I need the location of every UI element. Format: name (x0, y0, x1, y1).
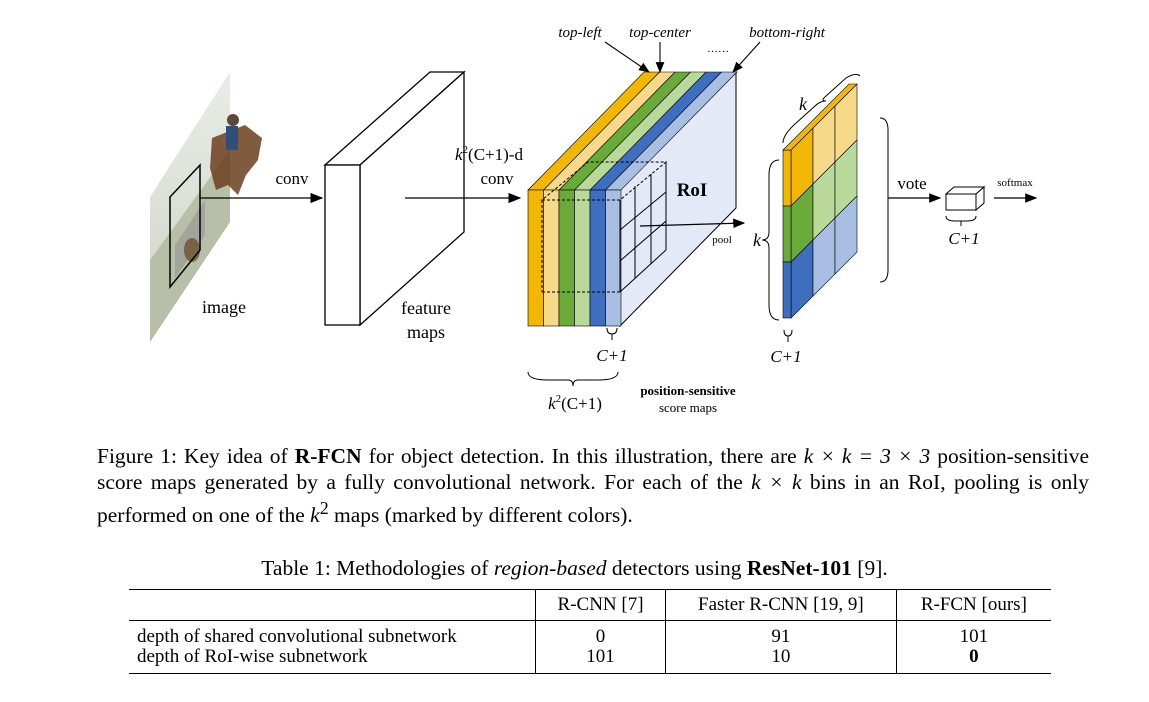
kc1d-label: k2(C+1)-d (455, 144, 523, 164)
score-map-face (605, 189, 622, 327)
top-center-label: top-center (629, 25, 691, 41)
c1-vote-brace (783, 329, 793, 342)
vote-cube-top (782, 83, 858, 151)
softmax-label: softmax (997, 177, 1033, 189)
c1-stack-label: C+1 (596, 346, 627, 365)
ellipsis-label: …… (707, 43, 729, 55)
pool-arrow (639, 218, 746, 229)
feature-maps-label-2: maps (407, 322, 445, 342)
c1-vote-label: C+1 (770, 347, 801, 366)
feature-maps-label-1: feature (401, 298, 451, 318)
table-cell: 10 (665, 647, 897, 674)
conv-label: conv (275, 169, 309, 188)
k-side-label: k (753, 230, 762, 250)
table-cell: 101 (534, 647, 666, 674)
pos-sens-label-2: score maps (659, 400, 717, 415)
vote-bin-front (782, 149, 792, 207)
k-top-label: k (799, 94, 808, 114)
table-caption: Table 1: Methodologies of region-based d… (261, 556, 888, 580)
k2c1-label: k2(C+1) (548, 393, 602, 413)
k2c1-brace (527, 371, 619, 387)
table-header-cell (129, 589, 536, 621)
vote-bin-front (782, 261, 792, 319)
vote-brace (879, 117, 889, 283)
score-map-face (574, 189, 591, 327)
table-row: depth of shared convolutional subnetwork… (129, 620, 1051, 647)
table-cell: 101 (895, 620, 1051, 647)
score-map-face (558, 189, 575, 327)
label-pointers (604, 41, 761, 74)
table-cell-label: depth of shared convolutional subnetwork (137, 626, 457, 647)
top-left-label: top-left (558, 25, 602, 41)
pool-label: pool (712, 234, 732, 246)
table-row: depth of RoI-wise subnetwork 101 10 0 (129, 647, 1051, 674)
c1-out-brace (945, 215, 977, 226)
table-cell-label: depth of RoI-wise subnetwork (137, 646, 368, 667)
roi-box (540, 161, 668, 293)
conv2-label: conv (480, 169, 514, 188)
table-header-cell: R-CNN [7] (534, 589, 666, 621)
pooled-score-cube (782, 83, 858, 319)
k-top-brace (782, 73, 861, 144)
c1-stack-brace (606, 327, 618, 340)
k-side-brace (761, 159, 780, 321)
image-label: image (202, 297, 246, 317)
table-header-cell: Faster R-CNN [19, 9] (665, 589, 897, 621)
vote-label: vote (897, 174, 926, 193)
score-map-face (527, 189, 544, 327)
roi-label: RoI (677, 180, 708, 201)
vote-bin-front (782, 205, 792, 263)
rfcn-figure: conv image feature maps k2(C+1)-d conv R… (150, 25, 1038, 415)
vote-bin (834, 195, 858, 275)
table-cell: 0 (895, 647, 1051, 674)
table-header-cell: R-FCN [ours] (895, 589, 1051, 621)
pos-sens-label-1: position-sensitive (640, 383, 736, 398)
figure-caption: Figure 1: Key idea of R-FCN for object d… (97, 444, 1089, 528)
table-cell: 91 (665, 620, 897, 647)
table-header-row: R-CNN [7] Faster R-CNN [19, 9] R-FCN [ou… (129, 589, 1051, 621)
input-image (150, 72, 262, 342)
bottom-right-label: bottom-right (749, 25, 826, 41)
c1-out-label: C+1 (948, 229, 979, 248)
score-map-face (589, 189, 606, 327)
class-score-vector (944, 185, 986, 212)
methods-table: R-CNN [7] Faster R-CNN [19, 9] R-FCN [ou… (129, 589, 1051, 674)
table-cell: 0 (534, 620, 666, 647)
score-map-face (543, 189, 560, 327)
